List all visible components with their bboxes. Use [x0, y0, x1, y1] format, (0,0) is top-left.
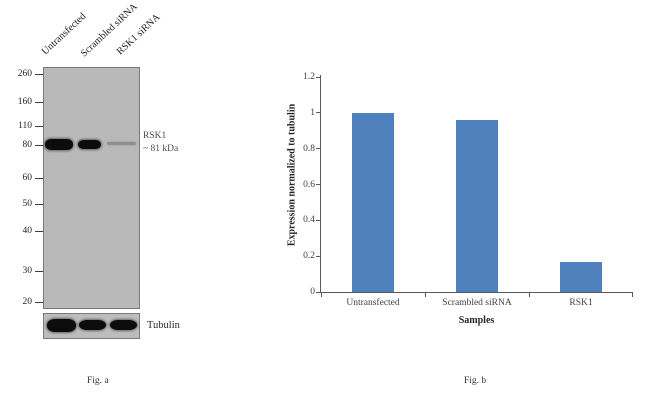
lane-label-scrambled-sirna: Scrambled siRNA [78, 1, 140, 60]
tubulin-blot-membrane [43, 313, 140, 339]
y-tick [316, 76, 321, 78]
mw-marker-20: 20 [8, 296, 43, 308]
mw-tick [35, 73, 43, 75]
bar-untransfected [352, 113, 394, 292]
y-tick-label: 0.4 [303, 215, 315, 226]
x-category-label-scrambled-sirna: Scrambled siRNA [442, 298, 512, 308]
mw-tick [35, 125, 43, 127]
x-tick [529, 292, 530, 297]
band-annotation: RSK1 ~ 81 kDa [143, 130, 178, 156]
tubulin-band-untransfected [47, 319, 76, 332]
tubulin-band-rsk1-sirna [110, 320, 137, 330]
mw-tick [35, 101, 43, 103]
y-tick [316, 112, 321, 114]
mw-tick [35, 301, 43, 303]
band-annotation-target: RSK1 [143, 131, 167, 141]
x-axis-title: Samples [458, 315, 495, 326]
y-tick [316, 255, 321, 257]
mw-tick [35, 270, 43, 272]
x-tick [321, 292, 322, 297]
rsk1-blot-membrane [43, 67, 140, 309]
mw-tick [35, 144, 43, 146]
rsk1-band-untransfected [45, 139, 73, 150]
bar-rsk1 [560, 262, 602, 292]
y-tick-label: 0.2 [303, 251, 315, 262]
y-tick [316, 219, 321, 221]
mw-marker-260: 260 [8, 68, 43, 80]
fig-a-label: Fig. a [87, 376, 109, 386]
mw-marker-160: 160 [8, 96, 43, 108]
tubulin-band-scrambled-sirna [79, 320, 106, 330]
fig-b-label: Fig. b [464, 376, 487, 386]
panel-a-western-blot: Untransfected Scrambled siRNA RSK1 siRNA… [0, 0, 260, 404]
mw-marker-30: 30 [8, 265, 43, 277]
mw-marker-80: 80 [8, 139, 43, 151]
y-tick-label: 1 [310, 107, 315, 118]
tubulin-label: Tubulin [147, 320, 180, 331]
y-tick-label: 0 [310, 287, 315, 297]
mw-tick [35, 230, 43, 232]
x-category-label-untransfected: Untransfected [346, 298, 400, 308]
y-tick [316, 291, 321, 293]
chart-plot-area: Expression normalized to tubulin 0 0.2 0… [287, 72, 633, 326]
y-tick [316, 184, 321, 185]
y-tick-label: 1.2 [303, 72, 315, 82]
bar-scrambled-sirna [456, 120, 498, 292]
mw-marker-50: 50 [8, 198, 43, 210]
x-tick [425, 292, 426, 297]
x-category-label-rsk1: RSK1 [569, 298, 593, 308]
mw-tick [35, 177, 43, 179]
mw-tick [35, 203, 43, 205]
mw-marker-40: 40 [8, 225, 43, 237]
x-tick [632, 292, 633, 297]
band-annotation-size: ~ 81 kDa [143, 144, 179, 154]
rsk1-band-rsk1-sirna [107, 142, 136, 145]
y-tick [316, 148, 321, 150]
y-tick-label: 0.8 [303, 143, 315, 154]
mw-marker-110: 110 [8, 120, 43, 132]
y-tick-label: 0.6 [303, 179, 315, 190]
mw-marker-60: 60 [8, 172, 43, 184]
rsk1-band-scrambled-sirna [78, 140, 101, 149]
